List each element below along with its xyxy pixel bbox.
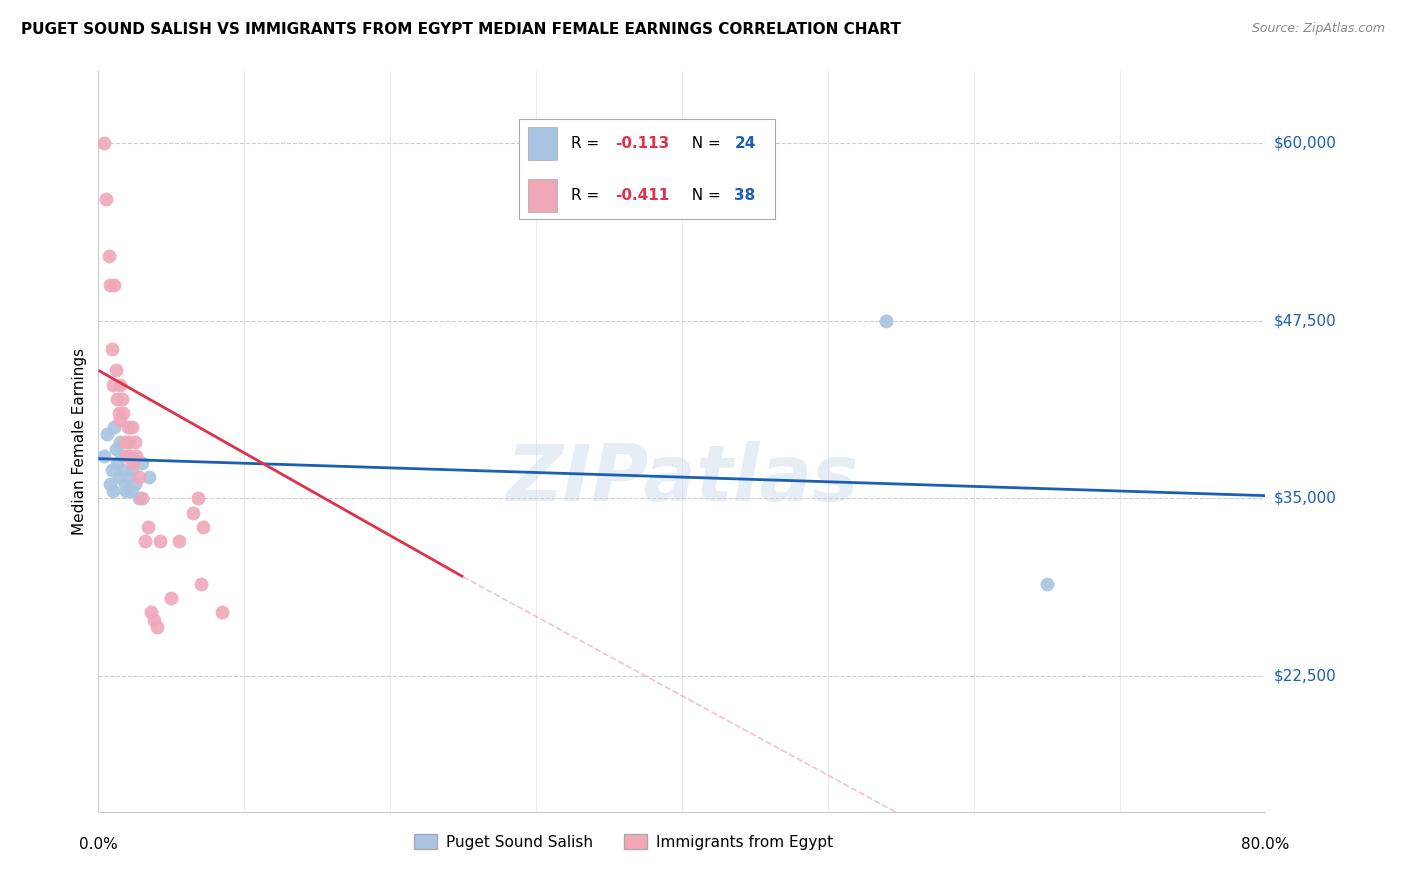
Point [131, 491, 153, 506]
Point [136, 520, 159, 534]
Point [98, 477, 121, 491]
Point [98, 277, 121, 292]
Text: ZIPatlas: ZIPatlas [506, 441, 858, 516]
Point [100, 463, 122, 477]
Point [187, 491, 209, 506]
Point [94, 193, 117, 207]
Text: R =: R = [571, 136, 605, 151]
Point [128, 491, 150, 506]
Point [121, 420, 143, 434]
Point [103, 420, 125, 434]
Point [128, 470, 150, 484]
Point [1035, 577, 1057, 591]
Point [139, 606, 162, 620]
Point [115, 449, 138, 463]
Text: $35,000: $35,000 [1274, 491, 1337, 506]
Text: $22,500: $22,500 [1274, 669, 1337, 684]
Point [190, 577, 212, 591]
Text: 38: 38 [734, 188, 755, 202]
Point [100, 342, 122, 356]
Text: $47,500: $47,500 [1274, 313, 1337, 328]
Point [117, 449, 139, 463]
Point [146, 619, 169, 633]
Point [193, 520, 215, 534]
Point [93, 136, 115, 150]
Text: PUGET SOUND SALISH VS IMMIGRANTS FROM EGYPT MEDIAN FEMALE EARNINGS CORRELATION C: PUGET SOUND SALISH VS IMMIGRANTS FROM EG… [21, 22, 901, 37]
Point [125, 449, 148, 463]
Point [101, 377, 124, 392]
Point [110, 413, 132, 427]
Point [124, 477, 146, 491]
Text: 24: 24 [734, 136, 756, 151]
Point [114, 434, 136, 449]
Point [101, 484, 124, 499]
Point [112, 463, 135, 477]
Point [118, 470, 141, 484]
Point [142, 613, 165, 627]
Point [114, 477, 136, 491]
Bar [527, 178, 557, 212]
Text: $60,000: $60,000 [1274, 135, 1337, 150]
Text: Source: ZipAtlas.com: Source: ZipAtlas.com [1251, 22, 1385, 36]
Point [111, 449, 134, 463]
Bar [519, 120, 775, 219]
Point [138, 470, 160, 484]
Point [120, 449, 142, 463]
Point [167, 534, 190, 549]
Point [134, 534, 156, 549]
Point [117, 420, 139, 434]
Point [108, 470, 131, 484]
Point [149, 534, 172, 549]
Point [105, 456, 128, 470]
Text: -0.113: -0.113 [616, 136, 669, 151]
Point [105, 392, 128, 406]
Legend: Puget Sound Salish, Immigrants from Egypt: Puget Sound Salish, Immigrants from Egyp… [408, 828, 839, 856]
Point [108, 406, 131, 420]
Text: N =: N = [682, 188, 725, 202]
Point [875, 313, 897, 327]
Point [104, 442, 127, 456]
Point [93, 449, 115, 463]
Y-axis label: Median Female Earnings: Median Female Earnings [72, 348, 87, 535]
Text: R =: R = [571, 188, 605, 202]
Text: N =: N = [682, 136, 725, 151]
Point [181, 506, 204, 520]
Point [120, 484, 142, 499]
Point [110, 434, 132, 449]
Point [211, 606, 233, 620]
Point [115, 484, 138, 499]
Point [97, 250, 120, 264]
Point [111, 392, 134, 406]
Bar [527, 127, 557, 161]
Point [121, 463, 143, 477]
Point [103, 277, 125, 292]
Point [118, 434, 141, 449]
Point [131, 456, 153, 470]
Text: 0.0%: 0.0% [79, 837, 118, 852]
Point [110, 377, 132, 392]
Point [104, 363, 127, 377]
Point [122, 456, 145, 470]
Point [160, 591, 183, 606]
Text: 80.0%: 80.0% [1241, 837, 1289, 852]
Point [96, 427, 118, 442]
Point [112, 406, 135, 420]
Text: -0.411: -0.411 [616, 188, 669, 202]
Point [124, 434, 146, 449]
